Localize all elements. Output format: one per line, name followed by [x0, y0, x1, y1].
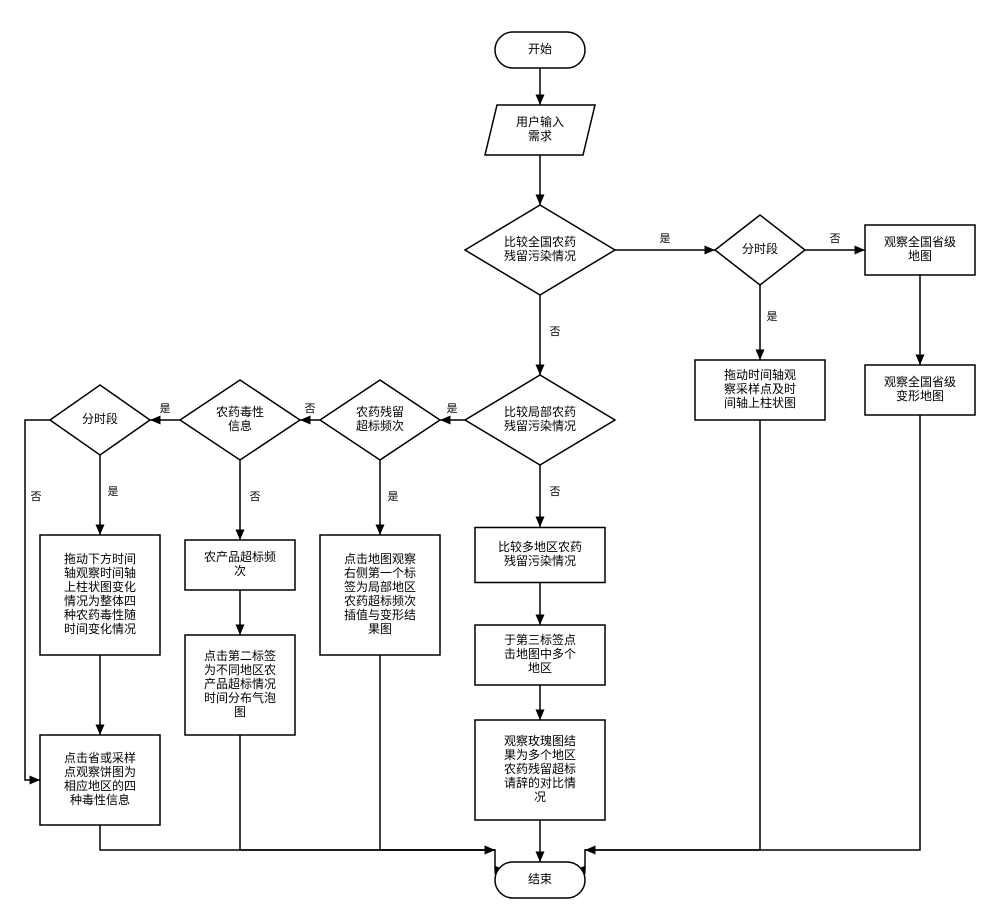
r_map-text-line-1: 地图 [908, 249, 932, 263]
p_click3-text-line-2: 地区 [528, 661, 552, 675]
p_drag-text-line-4: 种农药毒性随 [64, 607, 136, 622]
edge-label-d_period_r-r_timeline: 是 [767, 310, 778, 323]
node-d_period_r: 分时段 [715, 215, 805, 285]
d_local-text-line-1: 残留污染情况 [504, 418, 576, 433]
edge-label-d_period_l-p_drag: 是 [108, 485, 119, 498]
p_drag-text-line-0: 拖动下方时间 [64, 551, 136, 566]
nodes-layer: 开始用户输入需求比较全国农药残留污染情况分时段观察全国省级地图拖动时间轴观察采样… [40, 32, 975, 898]
p_multi-text-line-1: 残留污染情况 [504, 553, 576, 568]
p_drag-text-line-1: 轴观察时间轴 [64, 565, 136, 580]
d_period_l-text-line-0: 分时段 [82, 411, 118, 426]
node-d_local: 比较局部农药残留污染情况 [465, 375, 615, 465]
d_exceed-text-line-1: 超标频次 [356, 418, 404, 433]
d_national-text-line-0: 比较全国农药 [504, 234, 576, 249]
r_timeline-text-line-0: 拖动时间轴观 [724, 367, 796, 382]
edge-label-d_national-d_period_r: 是 [660, 232, 671, 245]
p_prod-text-line-0: 农产品超标频 [204, 549, 276, 564]
p_rose-text-line-4: 况 [534, 790, 546, 804]
p_pie-text-line-1: 点观察饼图为 [64, 765, 136, 779]
node-d_tox: 农药毒性信息 [180, 380, 300, 460]
p_click3-text-line-1: 击地图中多个 [504, 646, 576, 661]
p_rose-text-line-3: 请辞的对比情 [504, 775, 576, 790]
edge-label-d_local-p_multi: 否 [550, 486, 561, 498]
p_tab2-text-line-3: 时间分布气泡 [204, 690, 276, 705]
p_rose-text-line-2: 农药残留超标 [504, 761, 576, 776]
p_tab2-text-line-2: 产品超标情况 [204, 676, 276, 691]
node-p_map1: 点击地图观察右侧第一个标签为局部地区农药超标频次插值与变形结果图 [320, 535, 440, 655]
edge-p_tab2-end [240, 735, 495, 850]
p_multi-text-line-0: 比较多地区农药 [498, 539, 582, 554]
edge-label-d_local-d_exceed: 是 [447, 402, 458, 415]
p_rose-text-line-0: 观察玫瑰图结 [504, 733, 576, 748]
r_deform-text-line-1: 变形地图 [896, 388, 944, 403]
p_map1-text-line-1: 右侧第一个标 [344, 565, 416, 580]
p_prod-text-line-1: 次 [234, 564, 246, 578]
d_period_r-text-line-0: 分时段 [742, 241, 778, 256]
edge-label-d_period_l-p_pie: 否 [31, 491, 42, 503]
node-input: 用户输入需求 [485, 105, 595, 155]
node-r_timeline: 拖动时间轴观察采样点及时间轴上柱状图 [695, 360, 825, 420]
edge-label-d_tox-p_prod: 否 [250, 491, 261, 503]
edge-r_deform-end [585, 415, 920, 850]
d_national-text-line-1: 残留污染情况 [504, 248, 576, 263]
d_exceed-text-line-0: 农药残留 [356, 405, 404, 419]
node-p_click3: 于第三标签点击地图中多个地区 [475, 625, 605, 685]
start-text-line-0: 开始 [528, 42, 552, 56]
p_map1-text-line-3: 农药超标频次 [344, 593, 416, 608]
r_timeline-text-line-1: 察采样点及时 [724, 381, 796, 396]
edge-label-d_period_r-r_map: 否 [830, 233, 841, 245]
flowchart-canvas: 是否是否是否是否是否是否 开始用户输入需求比较全国农药残留污染情况分时段观察全国… [0, 0, 1000, 920]
p_drag-text-line-3: 情况为整体四 [64, 593, 136, 608]
node-end: 结束 [495, 862, 585, 898]
edge-label-d_exceed-p_map1: 是 [388, 490, 399, 503]
node-p_tab2: 点击第二标签为不同地区农产品超标情况时间分布气泡图 [185, 635, 295, 735]
node-p_pie: 点击省或采样点观察饼图为相应地区的四种毒性信息 [40, 735, 160, 825]
p_click3-text-line-0: 于第三标签点 [504, 632, 576, 647]
p_map1-text-line-2: 签为局部地区 [344, 579, 416, 594]
p_drag-text-line-5: 时间变化情况 [64, 621, 136, 636]
p_map1-text-line-0: 点击地图观察 [344, 552, 416, 566]
edge-label-d_national-d_local: 否 [550, 326, 561, 338]
p_map1-text-line-5: 果图 [368, 622, 392, 636]
input-text-line-0: 用户输入 [516, 114, 564, 129]
p_drag-text-line-2: 上柱状图变化 [64, 579, 136, 594]
end-text-line-0: 结束 [528, 872, 552, 886]
node-r_map: 观察全国省级地图 [865, 225, 975, 275]
node-d_national: 比较全国农药残留污染情况 [465, 205, 615, 295]
node-p_prod: 农产品超标频次 [185, 540, 295, 590]
p_tab2-text-line-4: 图 [234, 705, 246, 719]
p_rose-text-line-1: 果为多个地区 [504, 748, 576, 762]
node-d_exceed: 农药残留超标频次 [320, 380, 440, 460]
d_local-text-line-0: 比较局部农药 [504, 404, 576, 419]
node-d_period_l: 分时段 [50, 385, 150, 455]
p_tab2-text-line-1: 为不同地区农 [204, 663, 276, 677]
p_pie-text-line-2: 相应地区的四 [64, 778, 136, 793]
d_tox-text-line-0: 农药毒性 [216, 405, 264, 419]
r_map-text-line-0: 观察全国省级 [884, 234, 956, 249]
node-p_multi: 比较多地区农药残留污染情况 [475, 528, 605, 583]
edge-label-d_tox-d_period_l: 是 [160, 402, 171, 415]
node-p_drag: 拖动下方时间轴观察时间轴上柱状图变化情况为整体四种农药毒性随时间变化情况 [40, 535, 160, 655]
p_tab2-text-line-0: 点击第二标签 [204, 648, 276, 663]
d_tox-text-line-1: 信息 [228, 418, 252, 433]
r_deform-text-line-0: 观察全国省级 [884, 374, 956, 389]
p_map1-text-line-4: 插值与变形结 [344, 607, 416, 622]
edge-label-d_exceed-d_tox: 否 [305, 403, 316, 415]
edge-p_pie-end [100, 825, 505, 870]
r_timeline-text-line-2: 间轴上柱状图 [724, 395, 796, 410]
node-p_rose: 观察玫瑰图结果为多个地区农药残留超标请辞的对比情况 [475, 720, 605, 820]
p_pie-text-line-3: 种毒性信息 [70, 792, 130, 807]
node-r_deform: 观察全国省级变形地图 [865, 365, 975, 415]
node-start: 开始 [495, 32, 585, 68]
p_pie-text-line-0: 点击省或采样 [64, 750, 136, 765]
input-text-line-1: 需求 [528, 129, 552, 143]
